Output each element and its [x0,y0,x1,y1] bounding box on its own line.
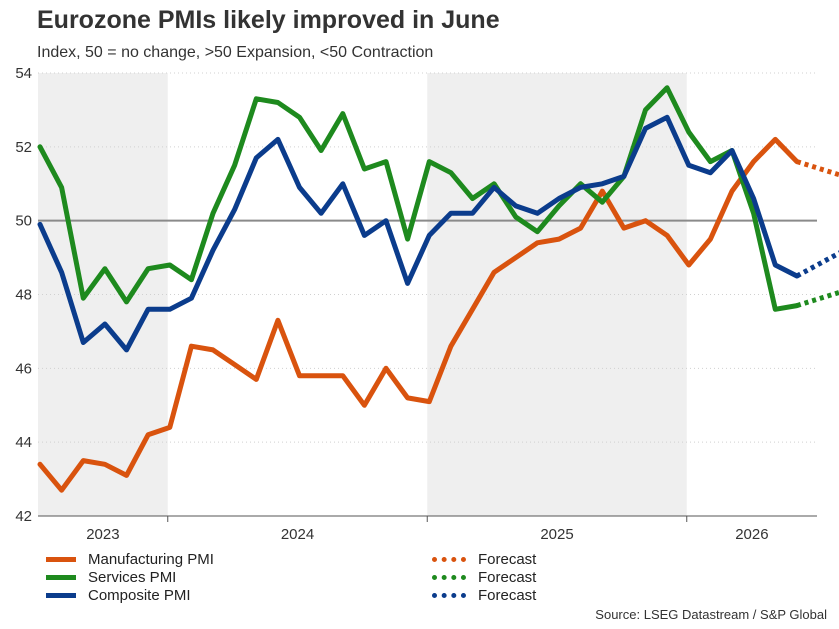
series-line-services-pmi [37,85,800,312]
series-line-composite-pmi [37,114,800,353]
legend-swatch-forecast-composite [432,592,466,598]
y-tick-label-48: 48 [15,287,32,304]
series-line-manufacturing-pmi [37,136,800,493]
y-tick-label-42: 42 [15,508,32,525]
legend-swatch-composite [46,592,76,598]
y-tick-label-52: 52 [15,139,32,156]
legend-label-forecast-composite: Forecast [478,586,537,604]
y-tick-label-54: 54 [15,65,32,82]
legend-swatch-manufacturing [46,556,76,562]
legend-item-forecast-composite: Forecast [432,586,536,604]
legend-item-forecast-manufacturing: Forecast [432,550,536,568]
y-tick-label-50: 50 [15,213,32,230]
legend-label-forecast-services: Forecast [478,568,537,586]
x-tick-label-2024: 2024 [281,526,314,543]
legend-label-composite: Composite PMI [88,586,191,604]
x-tick-label-2023: 2023 [86,526,119,543]
legend-item-composite: Composite PMI [46,586,191,604]
legend-swatch-forecast-manufacturing [432,556,466,562]
y-tick-label-44: 44 [15,434,32,451]
legend-label-forecast-manufacturing: Forecast [478,550,537,568]
legend-swatch-services [46,574,76,580]
x-tick-label-2026: 2026 [735,526,768,543]
legend-label-services: Services PMI [88,568,177,586]
legend-item-forecast-services: Forecast [432,568,536,586]
forecast-line-services-pmi [796,289,839,308]
forecast-line-manufacturing-pmi [796,159,839,178]
y-tick-label-46: 46 [15,360,32,377]
legend-swatch-forecast-services [432,574,466,580]
legend-item-services: Services PMI [46,568,176,586]
legend-label-manufacturing: Manufacturing PMI [88,550,214,568]
chart-title: Eurozone PMIs likely improved in June [37,6,500,34]
forecast-line-composite-pmi [795,250,839,279]
source-note: Source: LSEG Datastream / S&P Global [595,607,827,622]
x-tick-label-2025: 2025 [540,526,573,543]
legend-item-manufacturing: Manufacturing PMI [46,550,214,568]
chart-subtitle: Index, 50 = no change, >50 Expansion, <5… [37,44,434,61]
